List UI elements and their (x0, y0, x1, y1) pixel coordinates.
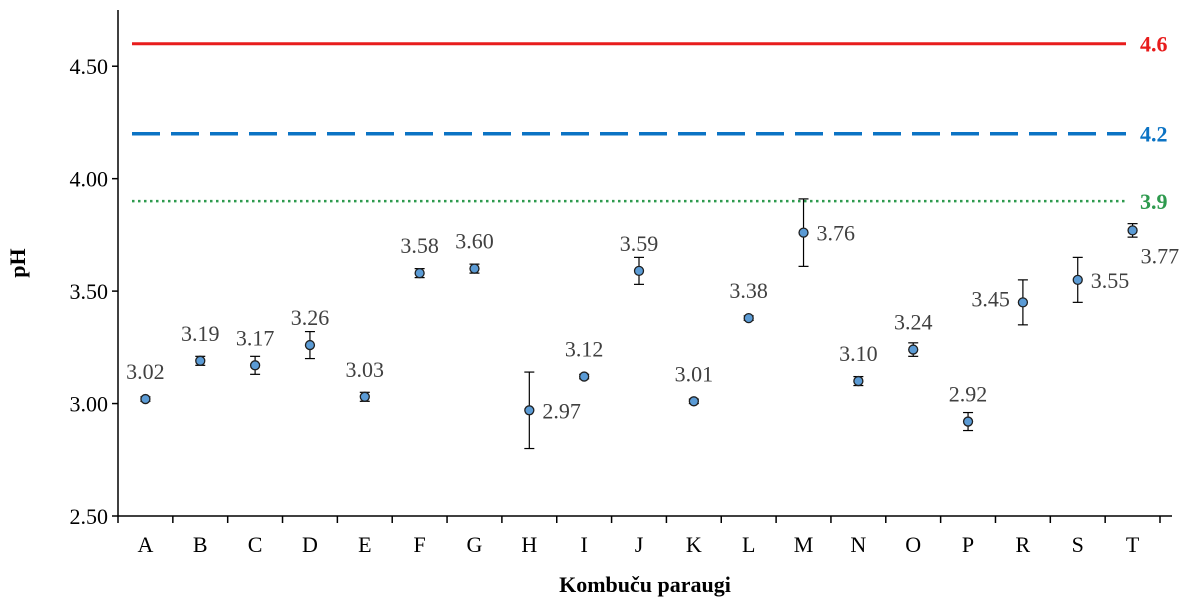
data-points (140, 225, 1138, 427)
x-tick-label: B (193, 532, 208, 557)
data-point (469, 263, 480, 274)
data-point (304, 339, 316, 351)
reference-line-label: 4.2 (1140, 122, 1168, 147)
data-label: 3.55 (1091, 268, 1130, 293)
data-point (359, 391, 370, 402)
data-label: 3.19 (181, 321, 220, 346)
data-label: 2.92 (949, 382, 988, 407)
data-label: 3.45 (971, 286, 1010, 311)
y-axis-ticks: 2.50 3.00 3.50 4.00 4.50 (70, 54, 118, 529)
data-point (688, 396, 699, 407)
y-tick-label: 3.00 (70, 392, 109, 417)
x-tick-label: E (358, 532, 371, 557)
y-axis-title: pH (5, 248, 30, 277)
x-tick-label: G (467, 532, 483, 557)
data-label: 3.77 (1141, 243, 1180, 268)
data-label: 3.60 (455, 229, 494, 254)
x-tick-label: S (1072, 532, 1084, 557)
data-label: 3.58 (400, 233, 439, 258)
y-tick-label: 3.50 (70, 279, 109, 304)
x-tick-label: K (686, 532, 702, 557)
data-point (579, 371, 590, 382)
x-tick-label: C (248, 532, 263, 557)
data-point (1072, 274, 1083, 286)
data-label: 2.97 (542, 398, 581, 423)
data-point (633, 265, 645, 277)
x-tick-label: J (635, 532, 644, 557)
data-label: 3.76 (817, 221, 856, 246)
data-label: 3.59 (620, 231, 659, 256)
x-tick-label: D (302, 532, 318, 557)
reference-line-label: 4.6 (1140, 32, 1168, 57)
reference-line-label: 3.9 (1140, 189, 1168, 214)
data-point (414, 267, 425, 279)
data-point (798, 227, 809, 238)
x-tick-label: T (1126, 532, 1140, 557)
data-point (249, 360, 261, 371)
x-tick-label: F (414, 532, 426, 557)
data-point (524, 405, 535, 416)
data-label: 3.26 (291, 305, 330, 330)
data-label: 3.38 (729, 278, 768, 303)
reference-lines: 4.6 4.2 3.9 (132, 32, 1168, 214)
x-tick-label: P (962, 532, 974, 557)
data-point (1127, 225, 1138, 236)
data-label: 3.02 (126, 359, 165, 384)
x-tick-label: R (1016, 532, 1031, 557)
x-tick-label: O (905, 532, 921, 557)
data-point (962, 416, 974, 427)
y-tick-label: 4.00 (70, 167, 109, 192)
data-label: 3.03 (346, 357, 385, 382)
data-point (743, 312, 754, 324)
x-tick-label: N (850, 532, 866, 557)
y-tick-label: 4.50 (70, 54, 109, 79)
data-point (908, 344, 919, 355)
x-tick-label: I (580, 532, 587, 557)
x-tick-label: M (794, 532, 814, 557)
data-label: 3.24 (894, 310, 933, 335)
data-label: 3.17 (236, 325, 275, 350)
data-point (853, 375, 864, 387)
data-point (140, 393, 151, 405)
axes (117, 10, 1172, 517)
x-tick-label: H (521, 532, 537, 557)
data-label: 3.12 (565, 337, 604, 362)
data-labels: 3.02 3.19 3.17 3.26 3.03 3.58 3.60 2.97 3.12 3.59… (126, 221, 1179, 424)
data-label: 3.01 (675, 361, 714, 386)
x-tick-label: L (742, 532, 755, 557)
data-label: 3.10 (839, 341, 878, 366)
y-tick-label: 2.50 (70, 504, 109, 529)
x-tick-label: A (137, 532, 153, 557)
data-point (1017, 297, 1029, 308)
x-axis-title: Kombuču paraugi (559, 572, 731, 597)
data-point (195, 355, 206, 366)
